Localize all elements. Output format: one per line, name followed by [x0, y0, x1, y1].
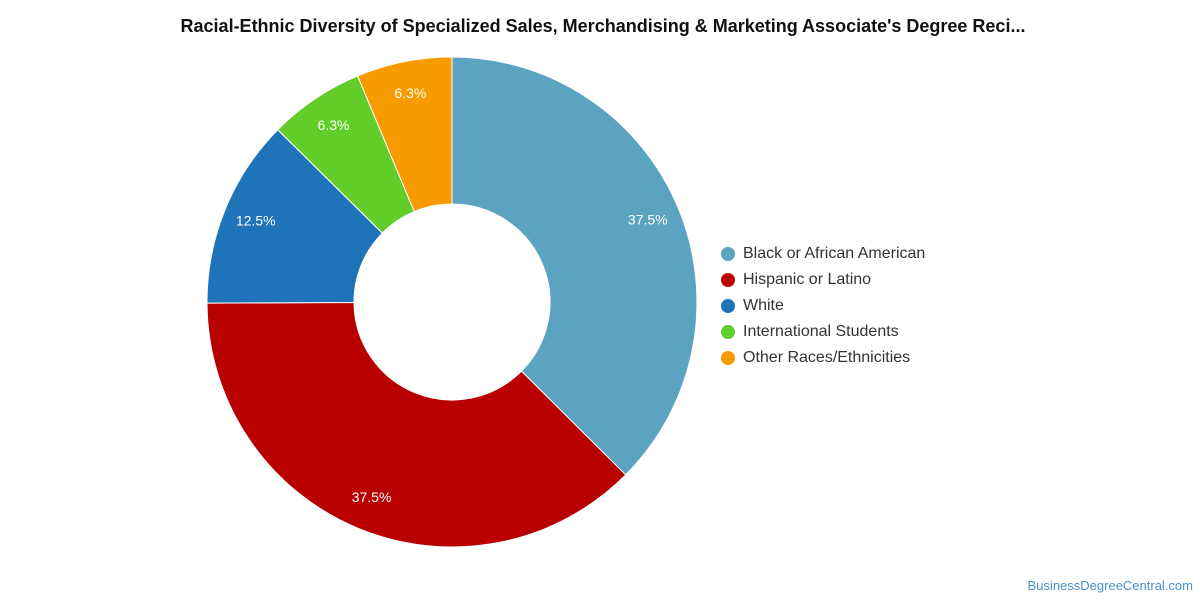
slice-label-hispanic-or-latino: 37.5% [352, 489, 392, 505]
slice-black-or-african-american[interactable] [451, 56, 698, 476]
legend: Black or African American Hispanic or Lat… [721, 241, 925, 371]
slice-other-races-ethnicities[interactable] [356, 56, 453, 213]
legend-label: White [743, 297, 784, 314]
legend-item-black-or-african-american[interactable]: Black or African American [721, 241, 925, 267]
legend-label: Other Races/Ethnicities [743, 349, 911, 366]
legend-item-white[interactable]: White [721, 293, 925, 319]
legend-item-other-races-ethnicities[interactable]: Other Races/Ethnicities [721, 345, 925, 371]
legend-item-international-students[interactable]: International Students [721, 319, 925, 345]
legend-swatch-icon [721, 325, 735, 339]
legend-swatch-icon [721, 247, 735, 261]
legend-swatch-icon [721, 299, 735, 313]
legend-label: International Students [743, 323, 899, 340]
slice-label-white: 12.5% [236, 213, 276, 229]
legend-swatch-icon [721, 351, 735, 365]
legend-swatch-icon [721, 273, 735, 287]
slice-label-black-or-african-american: 37.5% [628, 211, 668, 227]
slice-label-international-students: 6.3% [318, 117, 350, 133]
chart-title: Racial-Ethnic Diversity of Specialized S… [180, 16, 1026, 36]
legend-label: Hispanic or Latino [743, 271, 872, 288]
legend-label: Black or African American [743, 245, 926, 262]
slice-label-other-races-ethnicities: 6.3% [394, 85, 426, 101]
slice-hispanic-or-latino[interactable] [206, 301, 627, 548]
watermark[interactable]: BusinessDegreeCentral.com [1027, 578, 1193, 593]
slice-white[interactable] [206, 129, 384, 304]
legend-item-hispanic-or-latino[interactable]: Hispanic or Latino [721, 267, 925, 293]
